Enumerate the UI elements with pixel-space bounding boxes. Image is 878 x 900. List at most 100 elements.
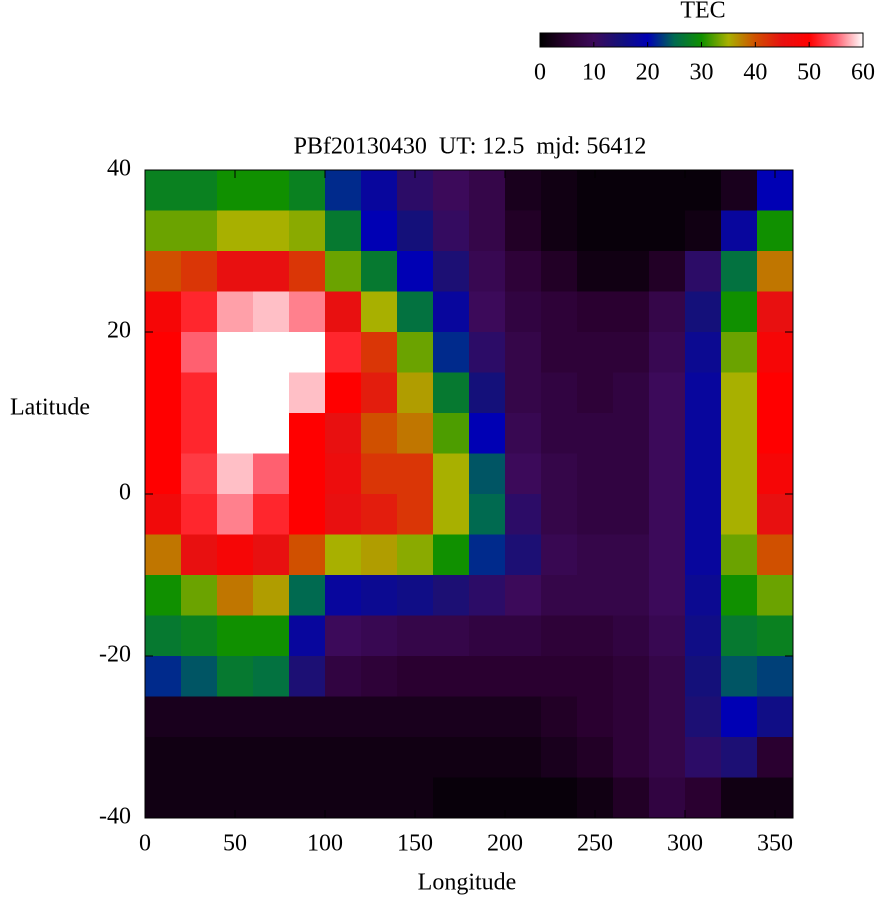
heatmap-cell — [469, 210, 506, 252]
heatmap-cell — [541, 372, 578, 414]
heatmap-cell — [505, 413, 542, 454]
heatmap-cell — [325, 615, 362, 657]
heatmap-cell — [361, 534, 398, 576]
heatmap-cell — [181, 737, 218, 778]
heatmap-cell — [649, 656, 686, 697]
heatmap-cell — [613, 210, 650, 252]
heatmap-cell — [613, 291, 650, 333]
heatmap-cell — [433, 291, 470, 333]
heatmap-cell — [649, 332, 686, 373]
heatmap-cell — [649, 737, 686, 778]
heatmap-cell — [757, 696, 794, 738]
heatmap-cell — [325, 170, 362, 211]
heatmap-cell — [613, 453, 650, 495]
heatmap-cell — [685, 494, 722, 535]
heatmap-cell — [505, 656, 542, 697]
heatmap-cell — [181, 494, 218, 535]
heatmap-cell — [469, 494, 506, 535]
heatmap-cell — [541, 575, 578, 616]
heatmap-cell — [469, 534, 506, 576]
heatmap-cell — [145, 494, 182, 535]
heatmap-cell — [577, 737, 614, 778]
heatmap-cell — [721, 575, 758, 616]
colorbar-tick-label: 20 — [636, 60, 660, 86]
heatmap-cell — [145, 696, 182, 738]
heatmap-cell — [433, 453, 470, 495]
heatmap-cell — [253, 656, 290, 697]
heatmap-cell — [541, 696, 578, 738]
heatmap-cell — [433, 413, 470, 454]
heatmap-cell — [181, 291, 218, 333]
heatmap-cell — [649, 251, 686, 292]
heatmap-cell — [469, 696, 506, 738]
heatmap-cell — [397, 413, 434, 454]
x-tick-label: 100 — [307, 831, 343, 857]
heatmap-cell — [325, 332, 362, 373]
heatmap-cell — [505, 372, 542, 414]
heatmap-cell — [253, 210, 290, 252]
heatmap-cell — [217, 575, 254, 616]
heatmap-cell — [685, 170, 722, 211]
heatmap-cell — [289, 210, 326, 252]
heatmap-cell — [145, 534, 182, 576]
heatmap-cell — [505, 777, 542, 819]
heatmap-cell — [613, 575, 650, 616]
colorbar-label: TEC — [680, 0, 725, 24]
x-tick-label: 0 — [139, 831, 151, 857]
heatmap-cell — [217, 210, 254, 252]
heatmap-cell — [325, 291, 362, 333]
chart-title: PBf20130430 UT: 12.5 mjd: 56412 — [294, 134, 647, 160]
heatmap-cell — [145, 656, 182, 697]
heatmap-cell — [217, 656, 254, 697]
heatmap-cell — [649, 372, 686, 414]
x-axis-label: Longitude — [418, 870, 517, 896]
heatmap-cell — [253, 372, 290, 414]
heatmap-cell — [181, 656, 218, 697]
heatmap-cell — [253, 494, 290, 535]
heatmap-cell — [541, 453, 578, 495]
heatmap-cell — [289, 615, 326, 657]
heatmap-cell — [469, 372, 506, 414]
heatmap-cell — [613, 413, 650, 454]
heatmap-cell — [325, 453, 362, 495]
heatmap-cell — [181, 251, 218, 292]
heatmap-cell — [181, 453, 218, 495]
heatmap-cell — [613, 696, 650, 738]
heatmap-cell — [289, 575, 326, 616]
heatmap-cell — [757, 332, 794, 373]
heatmap-cell — [757, 575, 794, 616]
heatmap-cell — [541, 170, 578, 211]
heatmap-cell — [685, 251, 722, 292]
colorbar-tick-label: 50 — [797, 60, 821, 86]
heatmap-cell — [541, 615, 578, 657]
heatmap-cell — [577, 615, 614, 657]
heatmap-cell — [253, 251, 290, 292]
heatmap-cell — [145, 170, 182, 211]
heatmap-cell — [325, 494, 362, 535]
heatmap-cell — [433, 575, 470, 616]
heatmap-cell — [577, 534, 614, 576]
heatmap-cell — [469, 332, 506, 373]
heatmap-cell — [469, 291, 506, 333]
heatmap-cell — [613, 656, 650, 697]
heatmap-cell — [577, 291, 614, 333]
heatmap-cell — [145, 372, 182, 414]
heatmap-cell — [613, 251, 650, 292]
heatmap-cell — [397, 210, 434, 252]
heatmap-cell — [433, 534, 470, 576]
heatmap-cell — [361, 737, 398, 778]
heatmap-cell — [649, 534, 686, 576]
heatmap-cell — [649, 696, 686, 738]
heatmap-cell — [181, 210, 218, 252]
heatmap-cell — [361, 575, 398, 616]
heatmap-cell — [721, 413, 758, 454]
heatmap-cell — [721, 696, 758, 738]
heatmap-cell — [685, 615, 722, 657]
heatmap-cell — [685, 413, 722, 454]
heatmap-cell — [505, 291, 542, 333]
heatmap-cell — [649, 777, 686, 819]
heatmap-cell — [541, 737, 578, 778]
heatmap-cell — [757, 534, 794, 576]
heatmap-cell — [433, 251, 470, 292]
heatmap-cell — [577, 656, 614, 697]
